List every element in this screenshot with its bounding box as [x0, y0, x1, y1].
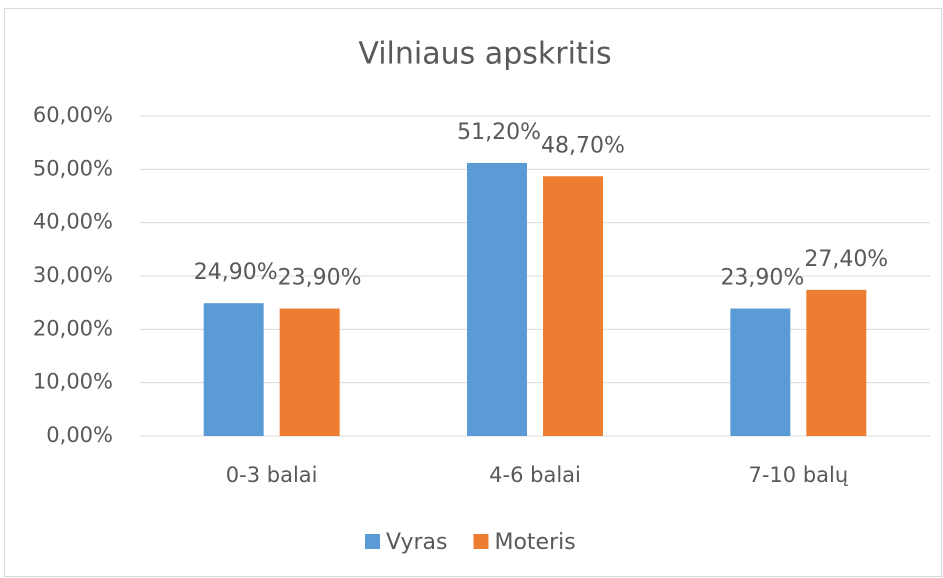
y-tick-label: 30,00%: [33, 263, 113, 287]
data-label: 27,40%: [804, 247, 888, 272]
y-tick-label: 40,00%: [33, 210, 113, 234]
data-label: 24,90%: [194, 260, 278, 285]
bar: [730, 308, 791, 436]
data-label: 23,90%: [720, 266, 804, 291]
y-tick-label: 0,00%: [46, 423, 113, 447]
chart-title: Vilniaus apskritis: [358, 37, 611, 72]
bar: [203, 303, 264, 436]
y-tick-label: 50,00%: [33, 156, 113, 180]
legend-swatch: [365, 534, 380, 549]
legend-swatch: [473, 534, 489, 549]
bar: [467, 162, 527, 436]
legend-label: Vyras: [386, 530, 447, 555]
data-label: 51,20%: [457, 120, 541, 145]
data-label: 48,70%: [541, 133, 625, 158]
legend-label: Moteris: [494, 530, 575, 555]
bar: [543, 176, 603, 436]
data-label: 23,90%: [278, 266, 362, 291]
x-tick-label: 7-10 balų: [748, 463, 848, 487]
bar: [279, 308, 340, 436]
y-tick-label: 20,00%: [33, 316, 113, 340]
y-tick-label: 10,00%: [33, 370, 113, 394]
x-tick-label: 0-3 balai: [226, 463, 318, 487]
bar: [806, 289, 867, 436]
y-tick-label: 60,00%: [33, 103, 113, 127]
x-tick-label: 4-6 balai: [489, 463, 581, 487]
